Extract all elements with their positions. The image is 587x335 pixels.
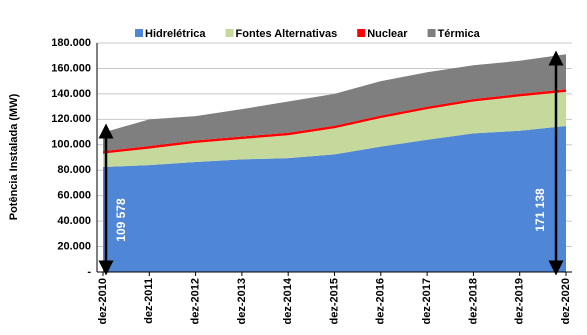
y-axis-label: Potência Instalada (MW)	[8, 93, 20, 220]
legend-swatch	[357, 29, 366, 37]
area	[103, 54, 566, 152]
x-tick-label: dez-2014	[282, 277, 294, 324]
y-tick-label: 20.000	[57, 240, 91, 252]
y-tick-label: 80.000	[57, 164, 91, 176]
x-tick-label: dez-2012	[190, 278, 202, 324]
legend-swatch	[135, 29, 143, 37]
x-tick-label: dez-2013	[236, 278, 248, 324]
x-tick-label: dez-2018	[467, 278, 479, 324]
annotation: 109 578	[114, 198, 128, 242]
area	[103, 125, 566, 273]
annotations: 109 578 171 138	[98, 50, 564, 276]
legend-label: Nuclear	[367, 28, 408, 40]
area	[103, 89, 566, 154]
y-tick-label: -	[87, 266, 91, 278]
x-tick-label: dez-2020	[560, 278, 572, 324]
y-tick-label: 40.000	[57, 215, 91, 227]
annotation: 171 138	[533, 188, 547, 232]
x-tick-label: dez-2016	[375, 278, 387, 324]
area	[103, 91, 566, 168]
x-tick-label: dez-2019	[514, 278, 526, 324]
y-tick-label: 140.000	[51, 88, 91, 100]
x-tick-label: dez-2010	[97, 278, 109, 324]
y-tick-label: 180.000	[51, 37, 91, 49]
x-tick-label: dez-2015	[328, 278, 340, 324]
legend-label: Hidrelétrica	[145, 28, 206, 40]
y-tick-label: 60.000	[57, 190, 91, 202]
y-tick-label: 160.000	[51, 62, 91, 74]
x-tick-label: dez-2011	[143, 278, 155, 324]
y-tick-label: 120.000	[51, 113, 91, 125]
legend-label: Fontes Alternativas	[236, 28, 338, 40]
legend-label: Térmica	[438, 28, 481, 40]
legend-swatch	[225, 29, 234, 37]
x-tick-label: dez-2017	[421, 278, 433, 324]
y-tick-label: 100.000	[51, 139, 91, 151]
legend-swatch	[427, 29, 436, 37]
